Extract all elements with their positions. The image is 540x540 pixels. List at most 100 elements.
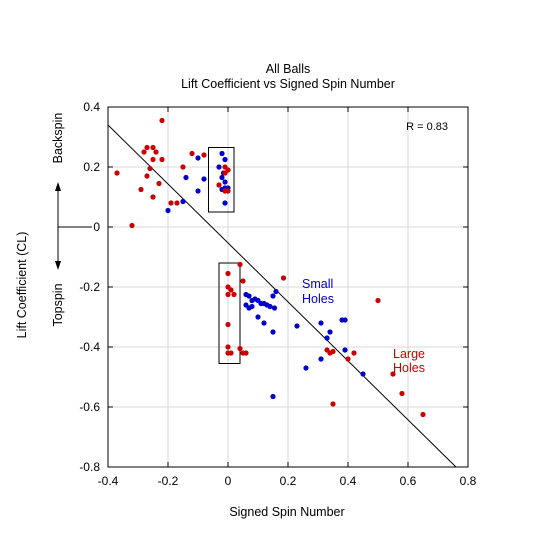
small-holes-point: [267, 303, 273, 310]
axis-ticks: -0.4 -0.2 0 0.2 0.4 0.6 0.8 0.4 0.2 0 -0.2 -0.4 -0.6…: [79, 100, 476, 488]
large-holes-point: [180, 164, 186, 170]
y-tick-label: -0.2: [79, 280, 100, 294]
x-tick-label: 0: [225, 474, 232, 488]
small-holes-point: [180, 198, 186, 205]
small-holes-point: [261, 320, 267, 326]
data-points: [114, 117, 426, 418]
large-holes-point: [330, 401, 336, 407]
x-axis-label: Signed Spin Number: [229, 505, 344, 519]
cluster-box: [208, 147, 235, 213]
small-holes-point: [270, 393, 276, 400]
large-holes-point: [237, 261, 243, 268]
large-holes-point: [225, 291, 231, 298]
small-holes-point: [201, 176, 207, 182]
small-holes-point: [318, 320, 324, 326]
large-holes-point: [237, 345, 243, 352]
x-tick-label: 0.4: [340, 474, 357, 488]
x-tick-label: 0.8: [460, 474, 477, 488]
large-holes-point: [150, 156, 156, 163]
large-holes-point: [150, 194, 156, 200]
small-holes-point: [216, 164, 222, 170]
x-tick-label: -0.4: [98, 474, 119, 488]
large-holes-point: [153, 149, 159, 155]
large-holes-label-line1: Large: [393, 347, 425, 361]
backspin-arrow-head: [55, 182, 61, 191]
large-holes-point: [168, 200, 174, 206]
large-holes-point: [147, 165, 153, 172]
large-holes-point: [216, 182, 222, 188]
large-holes-point: [159, 156, 165, 163]
y-tick-label: 0.4: [83, 100, 100, 114]
large-holes-point: [225, 188, 231, 194]
small-holes-label-line1: Small: [302, 277, 333, 291]
small-holes-point: [342, 347, 348, 353]
large-holes-point: [141, 149, 147, 155]
backspin-label: Backspin: [51, 113, 65, 164]
large-holes-point: [150, 144, 156, 151]
small-holes-point: [183, 174, 189, 181]
large-holes-point: [201, 152, 207, 158]
large-holes-point: [420, 411, 426, 418]
large-holes-point: [225, 350, 231, 356]
small-holes-label-line2: Holes: [302, 292, 334, 306]
small-holes-point: [327, 329, 333, 335]
y-tick-label: 0: [93, 220, 100, 234]
y-tick-label: -0.8: [79, 460, 100, 474]
large-holes-point: [345, 356, 351, 362]
spin-direction-arrows: [55, 182, 92, 270]
large-holes-label-line2: Holes: [393, 361, 425, 375]
small-holes-point: [219, 150, 225, 157]
large-holes-point: [225, 321, 231, 328]
small-holes-point: [222, 200, 228, 206]
large-holes-point: [240, 278, 246, 284]
large-holes-point: [225, 270, 231, 277]
large-holes-point: [222, 170, 228, 176]
large-holes-point: [144, 173, 150, 179]
small-holes-point: [324, 335, 330, 341]
large-holes-point: [159, 117, 165, 124]
y-tick-label: -0.6: [79, 400, 100, 414]
large-holes-point: [114, 170, 120, 176]
small-holes-point: [270, 329, 276, 335]
fit-line-group: [107, 124, 457, 468]
large-holes-point: [231, 291, 237, 298]
topspin-arrow-head: [55, 261, 61, 270]
large-holes-point: [390, 371, 396, 377]
small-holes-point: [271, 305, 278, 311]
small-holes-point: [222, 179, 228, 185]
small-holes-point: [222, 156, 228, 163]
small-holes-point: [255, 314, 261, 320]
small-holes-point: [246, 293, 252, 299]
large-holes-point: [243, 350, 249, 356]
small-holes-point: [195, 155, 201, 161]
small-holes-point: [273, 288, 279, 295]
y-axis-label: Lift Coefficient (CL): [15, 232, 29, 339]
r-value-label: R = 0.83: [406, 121, 448, 133]
large-holes-point: [375, 297, 381, 304]
topspin-label: Topspin: [51, 283, 65, 326]
large-holes-point: [144, 144, 150, 151]
x-tick-label: -0.2: [158, 474, 179, 488]
large-holes-point: [351, 350, 357, 356]
cluster-box: [218, 262, 241, 364]
small-holes-point: [246, 305, 252, 311]
regression-line: [107, 124, 457, 468]
large-holes-point: [156, 180, 162, 187]
x-tick-label: 0.2: [280, 474, 297, 488]
small-holes-point: [219, 174, 225, 181]
small-holes-point: [165, 207, 171, 214]
large-holes-point: [138, 186, 144, 193]
large-holes-point: [189, 150, 195, 157]
large-holes-point: [399, 390, 405, 397]
x-tick-label: 0.6: [400, 474, 417, 488]
large-holes-point: [228, 287, 234, 293]
y-tick-label: 0.2: [83, 160, 100, 174]
y-tick-label: -0.4: [79, 340, 100, 354]
small-holes-point: [303, 365, 309, 371]
large-holes-point: [129, 222, 135, 229]
small-holes-point: [360, 371, 366, 377]
highlight-boxes: [208, 147, 241, 364]
small-holes-point: [318, 356, 324, 362]
